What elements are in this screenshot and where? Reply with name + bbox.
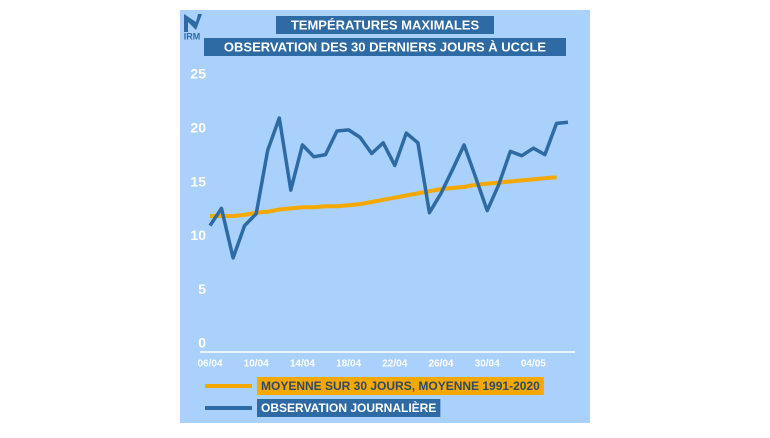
panel [180,10,590,423]
x-tick-label: 04/05 [521,359,546,370]
title-box [276,16,494,34]
y-tick-label: 0 [198,335,206,351]
logo-text: IRM [184,31,201,41]
y-tick-label: 15 [190,173,206,189]
x-tick-label: 14/04 [290,359,315,370]
y-tick-label: 10 [190,227,206,243]
chart-subtitle: OBSERVATION DES 30 DERNIERS JOURS À UCCL… [224,39,546,54]
x-tick-label: 30/04 [475,359,500,370]
data-line [208,116,569,260]
subtitle-box [204,38,566,56]
x-tick-label: 06/04 [197,359,222,370]
legend-box [257,399,441,417]
x-tick-label: 18/04 [336,359,361,370]
logo-mark [184,14,202,32]
chart-title: TEMPÉRATURES MAXIMALES [291,17,480,32]
legend-label: MOYENNE SUR 30 JOURS, MOYENNE 1991-2020 [261,379,540,393]
x-tick-label: 26/04 [428,359,453,370]
y-tick-label: 5 [198,281,206,297]
legend-box [257,377,544,395]
x-tick-label: 22/04 [382,359,407,370]
y-tick-label: 20 [190,120,206,136]
x-tick-label: 10/04 [244,359,269,370]
legend-label: OBSERVATION JOURNALIÈRE [261,400,436,415]
y-tick-label: 25 [190,66,206,82]
